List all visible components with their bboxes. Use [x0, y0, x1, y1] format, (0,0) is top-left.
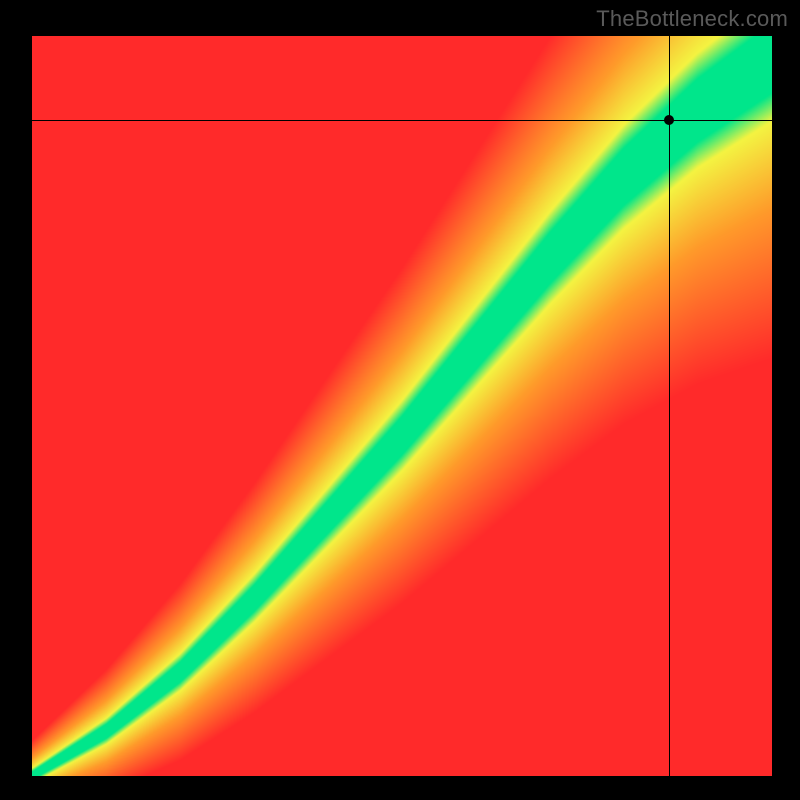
bottleneck-heatmap	[32, 36, 772, 776]
watermark-text: TheBottleneck.com	[596, 6, 788, 32]
crosshair-vertical	[669, 36, 670, 776]
crosshair-horizontal	[32, 120, 772, 121]
crosshair-marker	[664, 115, 674, 125]
heatmap-canvas	[32, 36, 772, 776]
